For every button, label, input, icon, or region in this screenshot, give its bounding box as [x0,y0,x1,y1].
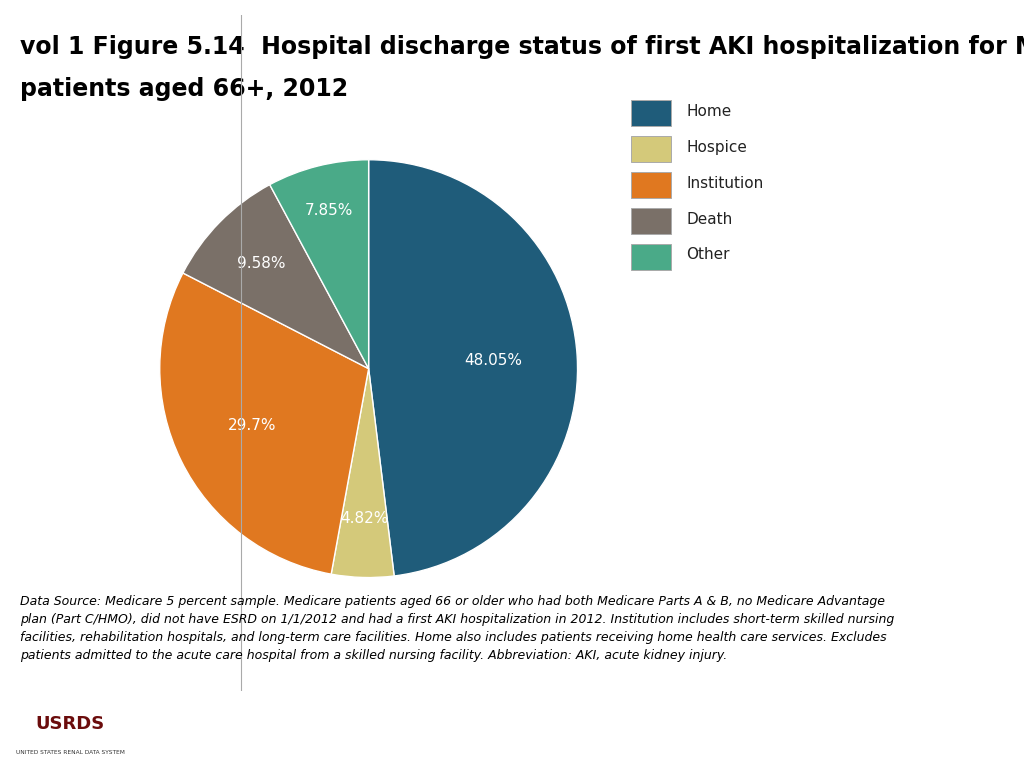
Wedge shape [369,160,578,576]
Text: 48.05%: 48.05% [465,353,522,369]
Text: Data Source: Medicare 5 percent sample. Medicare patients aged 66 or older who h: Data Source: Medicare 5 percent sample. … [20,595,895,662]
Text: 7.85%: 7.85% [305,203,353,218]
Text: USRDS: USRDS [36,715,104,733]
Text: Home: Home [686,104,731,119]
Text: 4.82%: 4.82% [340,511,388,527]
Text: Institution: Institution [686,176,763,190]
Bar [631,172,671,198]
Text: Other: Other [686,247,729,263]
Bar [631,208,671,233]
Text: UNITED STATES RENAL DATA SYSTEM: UNITED STATES RENAL DATA SYSTEM [15,750,125,754]
Wedge shape [160,273,369,574]
Text: vol 1 Figure 5.14  Hospital discharge status of first AKI hospitalization for Me: vol 1 Figure 5.14 Hospital discharge sta… [20,35,1024,58]
Text: Vol 1, CKD, Ch 5: Vol 1, CKD, Ch 5 [424,723,600,742]
Wedge shape [183,184,369,369]
Wedge shape [331,369,394,578]
Text: Hospice: Hospice [686,140,746,154]
Text: Death: Death [686,211,732,227]
Text: 29.7%: 29.7% [228,419,276,433]
Wedge shape [269,160,369,369]
Bar [631,136,671,162]
Bar [631,244,671,270]
Text: 20: 20 [963,723,989,742]
Text: 9.58%: 9.58% [238,256,286,271]
Bar [631,100,671,126]
Text: patients aged 66+, 2012: patients aged 66+, 2012 [20,77,348,101]
